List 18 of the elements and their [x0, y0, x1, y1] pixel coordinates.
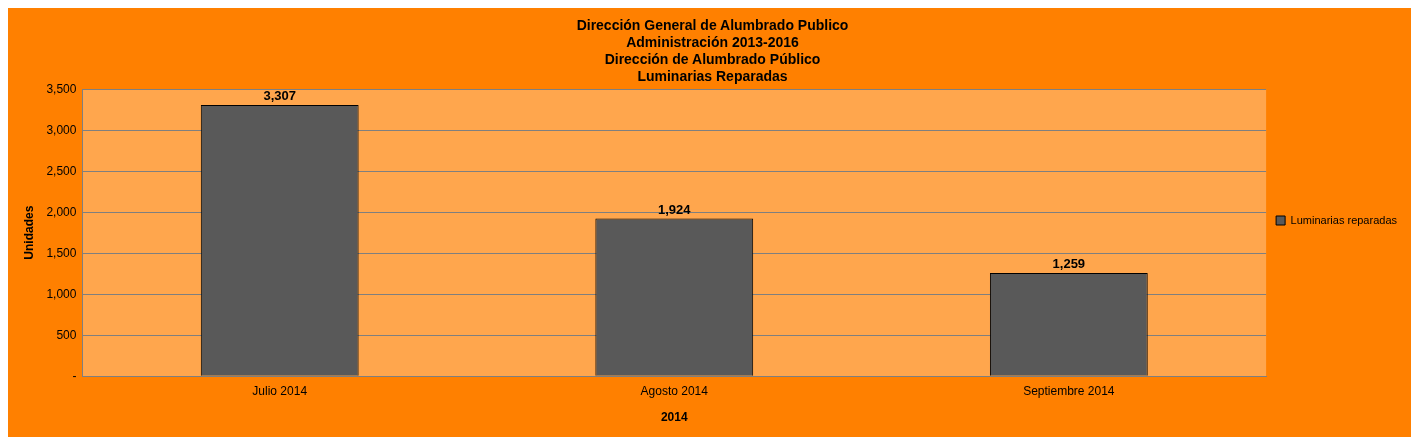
data-label: 3,307	[263, 88, 296, 104]
y-tick-label: 500	[56, 327, 77, 342]
y-tick-label: 3,000	[46, 122, 77, 137]
chart-title: Dirección General de Alumbrado Publico Administración 2013-2016 Dirección de Alumbrado Público Luminarias Reparadas	[576, 17, 849, 84]
x-axis-title: 2014	[660, 410, 688, 425]
y-tick-label: 1,500	[46, 245, 77, 260]
y-axis-title: Unidades	[21, 205, 36, 260]
x-tick-label: Septiembre 2014	[1023, 383, 1115, 398]
y-tick-label: -	[72, 368, 77, 383]
y-tick-label: 3,500	[46, 81, 77, 96]
y-tick-label: 2,000	[46, 204, 77, 219]
y-tick-label: 2,500	[46, 163, 77, 178]
legend-label: Luminarias reparadas	[1290, 213, 1398, 226]
data-label: 1,259	[1052, 256, 1086, 272]
x-tick-label: Julio 2014	[252, 383, 308, 398]
x-tick-label: Agosto 2014	[640, 383, 709, 398]
data-label: 1,924	[658, 201, 692, 217]
y-tick-label: 1,000	[46, 286, 77, 301]
